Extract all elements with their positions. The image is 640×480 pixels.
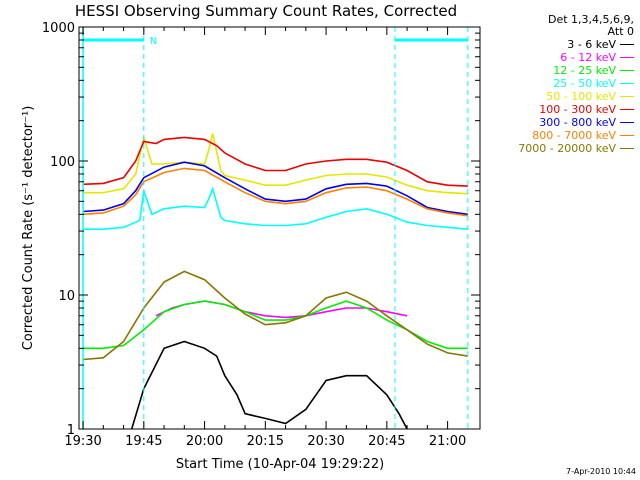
series-line-6 (83, 161, 468, 216)
x-tick-label-5: 20:45 (368, 434, 405, 449)
series-line-0 (130, 340, 408, 430)
y-tick-label-3: 1000 (42, 21, 75, 36)
legend-label-6: 300 - 800 keV (539, 116, 616, 129)
plot-area: N (82, 27, 469, 430)
legend-swatch-0 (620, 44, 634, 45)
legend-label-2: 12 - 25 keV (553, 64, 616, 77)
legend-header-line-1: Det 1,3,4,5,6,9, (547, 13, 634, 26)
y-tick-label-2: 100 (50, 155, 75, 170)
series-line-4 (83, 133, 468, 195)
chart-title: HESSI Observing Summary Count Rates, Cor… (75, 2, 457, 20)
legend: Det 1,3,4,5,6,9, Att 0 3 - 6 keV 6 - 12 k… (486, 14, 634, 155)
legend-label-0: 3 - 6 keV (567, 38, 616, 51)
series-line-8 (83, 270, 468, 361)
legend-label-4: 50 - 100 keV (546, 90, 616, 103)
x-axis-label: Start Time (10-Apr-04 19:29:22) (176, 457, 384, 472)
x-tick-label-1: 19:45 (125, 434, 162, 449)
legend-entry-5: 100 - 300 keV (486, 103, 634, 116)
legend-swatch-2 (620, 70, 634, 71)
legend-entry-0: 3 - 6 keV (486, 38, 634, 51)
legend-swatch-1 (620, 57, 634, 58)
legend-entry-6: 300 - 800 keV (486, 116, 634, 129)
series-line-7 (83, 167, 468, 217)
timestamp: 7-Apr-2010 10:44 (566, 467, 636, 476)
legend-swatch-4 (620, 96, 634, 97)
legend-label-7: 800 - 7000 keV (532, 129, 616, 142)
x-tick-label-3: 20:15 (247, 434, 284, 449)
legend-swatch-5 (620, 109, 634, 110)
bar-label: N (150, 36, 157, 47)
plot-frame (78, 26, 481, 430)
x-tick-label-6: 21:00 (429, 434, 466, 449)
legend-entries: 3 - 6 keV 6 - 12 keV 12 - 25 keV 25 - 50 ke… (486, 38, 634, 155)
series-line-3 (83, 186, 468, 230)
legend-swatch-7 (620, 135, 634, 136)
legend-swatch-6 (620, 122, 634, 123)
series-line-5 (83, 136, 468, 187)
legend-header-line-2: Att 0 (607, 25, 634, 38)
y-axis-label: Corrected Count Rate (s⁻¹ detector⁻¹) (21, 106, 36, 351)
legend-entry-2: 12 - 25 keV (486, 64, 634, 77)
series-line-2 (83, 300, 468, 350)
x-tick-label-0: 19:30 (64, 434, 101, 449)
x-tick-label-4: 20:30 (307, 434, 344, 449)
y-tick-label-1: 10 (58, 289, 75, 304)
x-tick-label-2: 20:00 (186, 434, 223, 449)
legend-entry-1: 6 - 12 keV (486, 51, 634, 64)
legend-entry-4: 50 - 100 keV (486, 90, 634, 103)
legend-entry-8: 7000 - 20000 keV (486, 142, 634, 155)
legend-label-3: 25 - 50 keV (553, 77, 616, 90)
legend-entry-7: 800 - 7000 keV (486, 129, 634, 142)
legend-label-5: 100 - 300 keV (539, 103, 616, 116)
legend-label-1: 6 - 12 keV (560, 51, 616, 64)
axis-ticks: 19:30 19:45 20:00 20:15 20:30 20:45 21:00 1 10 10… (42, 21, 480, 449)
legend-swatch-3 (620, 83, 634, 84)
legend-entry-3: 25 - 50 keV (486, 77, 634, 90)
legend-swatch-8 (620, 148, 634, 149)
y-tick-label-0: 1 (67, 423, 75, 438)
legend-label-8: 7000 - 20000 keV (518, 142, 616, 155)
